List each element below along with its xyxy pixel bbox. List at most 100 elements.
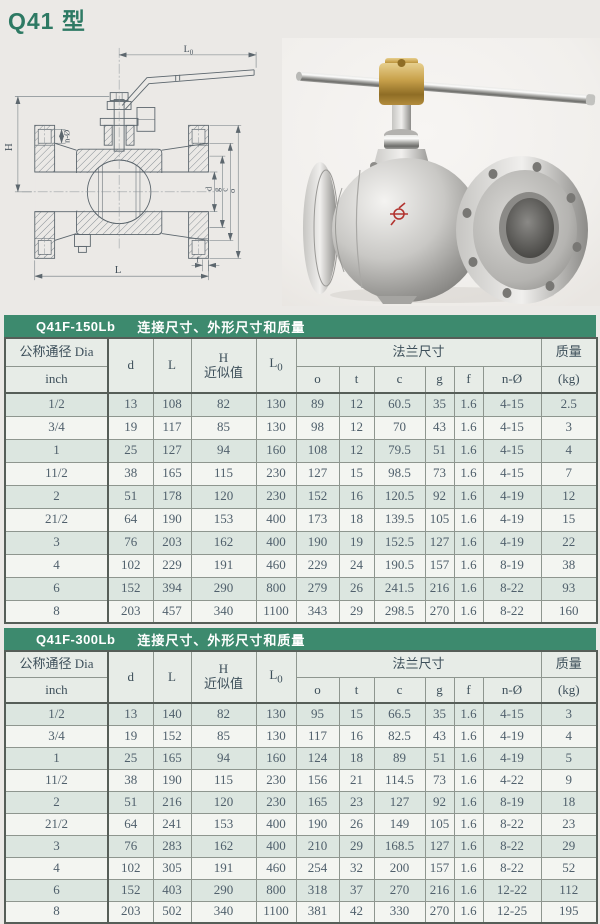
table-cell: 3/4 <box>4 415 109 440</box>
table-row: 3/4 19 117 85 130 98 12 70 43 1.6 4-15 3 <box>4 415 598 440</box>
table-cell: 15 <box>540 507 598 532</box>
table-cell: 230 <box>255 484 297 509</box>
table-cell: 73 <box>424 461 455 486</box>
table-cell: 340 <box>190 599 257 624</box>
col-header-L0: L0 <box>255 650 297 704</box>
col-header-L: L <box>152 650 192 704</box>
left-flange <box>303 162 337 294</box>
model-label: Q41F-150Lb <box>36 318 116 334</box>
dim-label-g: g <box>211 187 221 192</box>
table-cell: 19 <box>107 724 154 748</box>
table-cell: 4 <box>4 553 109 578</box>
table-cell: 8-19 <box>482 790 542 814</box>
table-cell: 15 <box>338 461 375 486</box>
model-label: Q41F-300Lb <box>36 631 116 647</box>
table-cell: 21/2 <box>4 507 109 532</box>
table-cell: 1.6 <box>453 856 484 880</box>
table-cell: 173 <box>295 507 340 532</box>
col-header-weight: 质量 <box>540 650 598 678</box>
table-cell: 157 <box>424 856 455 880</box>
table-cell: 140 <box>152 702 192 726</box>
table-cell: 241.5 <box>373 576 426 601</box>
col-header-dia: 公称通径 Dia <box>4 650 109 678</box>
table-cell: 1100 <box>255 900 297 924</box>
dim-label-d: d <box>203 186 213 191</box>
col-header-L0: L0 <box>255 337 297 394</box>
table-cell: 9 <box>540 768 598 792</box>
col-header-t: t <box>338 366 375 394</box>
table-cell: 92 <box>424 790 455 814</box>
table-cell: 12 <box>338 438 375 463</box>
table-cell: 279 <box>295 576 340 601</box>
table-cell: 152 <box>152 724 192 748</box>
table-cell: 124 <box>295 746 340 770</box>
table-cell: 191 <box>190 856 257 880</box>
table-row: 6 152 403 290 800 318 37 270 216 1.6 12-22 112 <box>4 878 598 902</box>
table-cell: 241 <box>152 812 192 836</box>
table-cell: 23 <box>540 812 598 836</box>
table-cell: 26 <box>338 812 375 836</box>
table-cell: 318 <box>295 878 340 902</box>
col-header-f: f <box>453 677 484 704</box>
table-cell: 21 <box>338 768 375 792</box>
table-cell: 1 <box>4 438 109 463</box>
table-cell: 8 <box>4 900 109 924</box>
table-cell: 85 <box>190 724 257 748</box>
table-cell: 26 <box>338 576 375 601</box>
table-cell: 394 <box>152 576 192 601</box>
table-cell: 23 <box>338 790 375 814</box>
table-cell: 4-15 <box>482 415 542 440</box>
col-header-c: c <box>373 366 426 394</box>
table-cell: 94 <box>190 746 257 770</box>
col-header-d: d <box>107 337 154 394</box>
table-cell: 305 <box>152 856 192 880</box>
col-header-n-holes: n-Ø <box>482 366 542 394</box>
col-header-inch: inch <box>4 366 109 394</box>
table-cell: 4-19 <box>482 507 542 532</box>
table-row: 3 76 283 162 400 210 29 168.5 127 1.6 8-22 29 <box>4 834 598 858</box>
table-cell: 230 <box>255 768 297 792</box>
dim-label-o: o <box>227 189 237 193</box>
table-cell: 457 <box>152 599 192 624</box>
col-header-n-holes: n-Ø <box>482 677 542 704</box>
table-cell: 160 <box>255 438 297 463</box>
table-cell: 4-19 <box>482 530 542 555</box>
table-cell: 115 <box>190 461 257 486</box>
table-cell: 66.5 <box>373 702 426 726</box>
table-row: 4 102 305 191 460 254 32 200 157 1.6 8-22 52 <box>4 856 598 880</box>
handle-bar <box>295 71 596 106</box>
table-cell: 190 <box>295 812 340 836</box>
table-cell: 162 <box>190 530 257 555</box>
table-cell: 64 <box>107 812 154 836</box>
table-cell: 130 <box>255 392 297 417</box>
table-cell: 400 <box>255 507 297 532</box>
table-cell: 89 <box>373 746 426 770</box>
table-cell: 19 <box>107 415 154 440</box>
table-cell: 1.6 <box>453 415 484 440</box>
bolt-holes <box>37 125 206 259</box>
table-cell: 4-15 <box>482 461 542 486</box>
table-cell: 270 <box>424 900 455 924</box>
table-cell: 24 <box>338 553 375 578</box>
table-cell: 270 <box>424 599 455 624</box>
table-cell: 290 <box>190 878 257 902</box>
table-cell: 1.6 <box>453 576 484 601</box>
col-header-flange: 法兰尺寸 <box>295 337 542 367</box>
table-cell: 16 <box>338 724 375 748</box>
table-cell: 3 <box>4 834 109 858</box>
table-cell: 157 <box>424 553 455 578</box>
table-cell: 117 <box>295 724 340 748</box>
table-cell: 8-22 <box>482 812 542 836</box>
table-cell: 1100 <box>255 599 297 624</box>
table-cell: 95 <box>295 702 340 726</box>
table-cell: 4 <box>540 724 598 748</box>
table-cell: 229 <box>152 553 192 578</box>
table-cell: 1.6 <box>453 438 484 463</box>
table-cell: 8-22 <box>482 856 542 880</box>
table-cell: 29 <box>540 834 598 858</box>
table-cell: 190 <box>152 768 192 792</box>
table-cell: 4-19 <box>482 724 542 748</box>
table-cell: 149 <box>373 812 426 836</box>
col-header-kg: (kg) <box>540 366 598 394</box>
table-cell: 165 <box>152 461 192 486</box>
